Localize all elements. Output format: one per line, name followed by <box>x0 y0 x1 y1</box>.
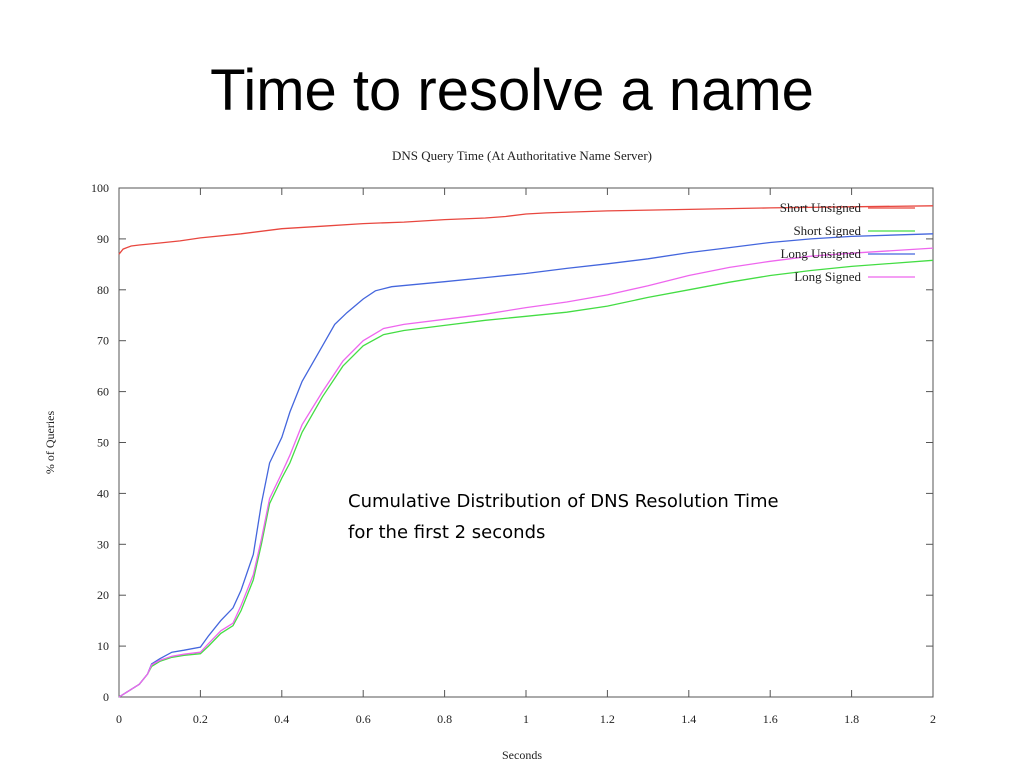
callout-line-1: Cumulative Distribution of DNS Resolutio… <box>348 491 779 512</box>
legend-label-long-unsigned: Long Unsigned <box>780 246 861 261</box>
y-axis-label: % of Queries <box>43 411 57 475</box>
legend-label-short-unsigned: Short Unsigned <box>780 200 862 215</box>
series-line-short-signed <box>118 259 934 698</box>
y-tick-label: 20 <box>97 588 109 602</box>
series-line-long-signed <box>118 247 934 698</box>
chart-callout: Cumulative Distribution of DNS Resolutio… <box>338 482 860 548</box>
chart-title: DNS Query Time (At Authoritative Name Se… <box>392 148 652 163</box>
x-tick-label: 2 <box>930 712 936 726</box>
y-tick-label: 80 <box>97 283 109 297</box>
series-line-long-unsigned <box>118 233 934 698</box>
legend-label-long-signed: Long Signed <box>794 269 861 284</box>
series-line-short-unsigned <box>118 205 934 255</box>
x-tick-label: 0.6 <box>356 712 371 726</box>
slide-title: Time to resolve a name <box>210 58 814 123</box>
x-tick-label: 0.8 <box>437 712 452 726</box>
x-tick-label: 1.6 <box>763 712 778 726</box>
x-tick-label: 0.4 <box>274 712 289 726</box>
y-tick-label: 100 <box>91 181 109 195</box>
x-tick-label: 0.2 <box>193 712 208 726</box>
y-tick-label: 60 <box>97 385 109 399</box>
y-tick-label: 30 <box>97 537 109 551</box>
x-tick-label: 0 <box>116 712 122 726</box>
legend-label-short-signed: Short Signed <box>793 223 861 238</box>
y-tick-label: 0 <box>103 690 109 704</box>
y-tick-label: 50 <box>97 436 109 450</box>
x-axis-label: Seconds <box>502 748 542 762</box>
x-tick-label: 1 <box>523 712 529 726</box>
plot-frame <box>118 187 934 698</box>
y-tick-label: 40 <box>97 486 109 500</box>
y-tick-label: 70 <box>97 334 109 348</box>
y-tick-label: 90 <box>97 232 109 246</box>
x-tick-label: 1.4 <box>681 712 696 726</box>
x-tick-label: 1.8 <box>844 712 859 726</box>
callout-line-2: for the first 2 seconds <box>348 522 546 543</box>
y-tick-label: 10 <box>97 639 109 653</box>
x-tick-label: 1.2 <box>600 712 615 726</box>
